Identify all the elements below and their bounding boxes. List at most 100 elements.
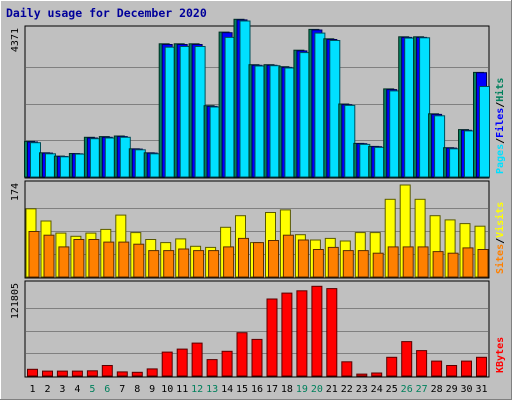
bar-kbytes-day-18 bbox=[281, 292, 293, 377]
bar-sites-day-27 bbox=[417, 246, 429, 278]
bar-kbytes-day-2 bbox=[42, 370, 53, 377]
x-tick-label-day-19: 19 bbox=[296, 384, 308, 395]
bar-sites-day-16 bbox=[253, 242, 264, 278]
bar-kbytes-day-5 bbox=[86, 370, 98, 377]
bar-sites-day-19 bbox=[297, 239, 309, 278]
y-max-label: 4371 bbox=[10, 28, 21, 52]
x-tick-label-day-13: 13 bbox=[206, 384, 218, 395]
legend-item-pages: Pages bbox=[495, 144, 506, 174]
y-max-label: 174 bbox=[10, 183, 21, 201]
x-tick-label-day-16: 16 bbox=[251, 384, 263, 395]
bar-kbytes-day-24 bbox=[371, 372, 383, 377]
chart-title: Daily usage for December 2020 bbox=[6, 6, 207, 20]
bar-sites-day-21 bbox=[327, 246, 339, 278]
bar-sites-day-13 bbox=[208, 250, 220, 278]
x-tick-label-day-15: 15 bbox=[236, 384, 248, 395]
bar-kbytes-day-27 bbox=[416, 350, 428, 377]
y-max-label: 121805 bbox=[10, 283, 21, 319]
x-tick-label-day-30: 30 bbox=[460, 384, 472, 395]
bar-sites-day-7 bbox=[118, 241, 130, 278]
x-tick-label-day-14: 14 bbox=[221, 384, 233, 395]
bar-sites-day-24 bbox=[372, 252, 384, 278]
bar-sites-day-14 bbox=[223, 246, 235, 278]
bar-sites-day-29 bbox=[447, 252, 459, 278]
bar-kbytes-day-10 bbox=[161, 351, 173, 377]
panel-kbytes: 121805 KBytes bbox=[10, 280, 506, 378]
panel-hits-files-pages: 4371 Pages/Files/Hits bbox=[10, 18, 506, 179]
bar-sites-day-2 bbox=[43, 234, 55, 278]
chart-panels: 4371Pages/Files/Hits174Sites/Visits12180… bbox=[10, 18, 506, 378]
bar-sites-day-17 bbox=[268, 240, 279, 278]
bar-kbytes-day-28 bbox=[431, 360, 443, 377]
bar-sites-day-8 bbox=[133, 243, 145, 278]
bar-kbytes-day-15 bbox=[236, 332, 248, 377]
bar-kbytes-day-20 bbox=[311, 285, 323, 377]
legend-hits-files-pages: Pages/Files/Hits bbox=[494, 78, 506, 174]
bar-sites-day-11 bbox=[178, 248, 190, 278]
bar-pages-day-22 bbox=[344, 104, 356, 178]
bar-pages-day-31 bbox=[479, 86, 490, 178]
x-tick-label-day-6: 6 bbox=[104, 384, 110, 395]
bar-kbytes-day-16 bbox=[251, 338, 263, 377]
legend-separator: / bbox=[495, 102, 506, 108]
bar-sites-day-1 bbox=[28, 231, 40, 278]
bar-sites-day-18 bbox=[282, 234, 294, 278]
x-tick-label-day-31: 31 bbox=[475, 384, 487, 395]
x-tick-label-day-28: 28 bbox=[431, 384, 443, 395]
bar-kbytes-day-17 bbox=[266, 298, 278, 377]
x-axis-day-labels: 1 2 3 4 5 6 7 8 9 10 11 12 13 14 15 16 17 18 19 20 21 22 23 24 2… bbox=[29, 384, 487, 395]
bar-kbytes-day-6 bbox=[101, 365, 113, 377]
bar-sites-day-12 bbox=[193, 250, 205, 278]
legend-separator: / bbox=[495, 138, 506, 144]
legend-item-sites: Sites bbox=[494, 244, 506, 274]
bar-kbytes-day-30 bbox=[461, 360, 472, 377]
bar-kbytes-day-4 bbox=[71, 370, 83, 377]
x-tick-label-day-22: 22 bbox=[341, 384, 353, 395]
bar-kbytes-day-29 bbox=[446, 365, 458, 377]
x-tick-label-day-5: 5 bbox=[89, 384, 95, 395]
x-tick-label-day-21: 21 bbox=[326, 384, 338, 395]
legend-item-visits: Visits bbox=[494, 202, 506, 238]
x-tick-label-day-18: 18 bbox=[281, 384, 293, 395]
bar-sites-day-23 bbox=[357, 250, 369, 278]
bar-sites-day-3 bbox=[58, 246, 70, 278]
bar-sites-day-20 bbox=[312, 249, 324, 278]
x-tick-label-day-7: 7 bbox=[119, 384, 125, 395]
x-tick-label-day-9: 9 bbox=[149, 384, 155, 395]
legend-separator: / bbox=[495, 238, 506, 244]
bar-sites-day-22 bbox=[342, 250, 354, 278]
panel-visits-sites: 174 Sites/Visits bbox=[10, 180, 506, 279]
x-tick-label-day-3: 3 bbox=[59, 384, 65, 395]
x-tick-label-day-17: 17 bbox=[266, 384, 278, 395]
bar-kbytes-day-26 bbox=[401, 341, 413, 377]
bar-kbytes-day-23 bbox=[356, 373, 368, 377]
bar-kbytes-day-8 bbox=[131, 371, 143, 377]
x-tick-label-day-11: 11 bbox=[176, 384, 188, 395]
x-tick-label-day-10: 10 bbox=[161, 384, 173, 395]
bar-sites-day-26 bbox=[402, 246, 414, 278]
legend-item-kbytes: KBytes bbox=[495, 337, 506, 373]
bar-sites-day-25 bbox=[387, 246, 399, 278]
bar-kbytes-day-9 bbox=[146, 368, 158, 377]
bar-pages-day-28 bbox=[434, 115, 446, 178]
bar-sites-day-31 bbox=[477, 249, 489, 278]
bar-sites-day-15 bbox=[238, 237, 249, 278]
legend-item-files: Files bbox=[494, 108, 506, 138]
bar-kbytes-day-12 bbox=[191, 342, 203, 377]
x-tick-label-day-2: 2 bbox=[44, 384, 50, 395]
bar-sites-day-5 bbox=[88, 239, 100, 278]
bar-sites-day-4 bbox=[73, 239, 85, 278]
bar-kbytes-day-19 bbox=[296, 290, 308, 377]
x-tick-label-day-20: 20 bbox=[311, 384, 323, 395]
x-tick-label-day-25: 25 bbox=[386, 384, 398, 395]
x-tick-label-day-27: 27 bbox=[416, 384, 428, 395]
bar-kbytes-day-1 bbox=[27, 368, 38, 377]
bar-kbytes-day-13 bbox=[206, 359, 218, 377]
x-tick-label-day-26: 26 bbox=[401, 384, 413, 395]
bar-kbytes-day-21 bbox=[326, 288, 338, 377]
bar-kbytes-day-11 bbox=[176, 348, 188, 377]
x-tick-label-day-24: 24 bbox=[371, 384, 383, 395]
bar-kbytes-day-31 bbox=[476, 356, 487, 377]
x-tick-label-day-29: 29 bbox=[446, 384, 458, 395]
